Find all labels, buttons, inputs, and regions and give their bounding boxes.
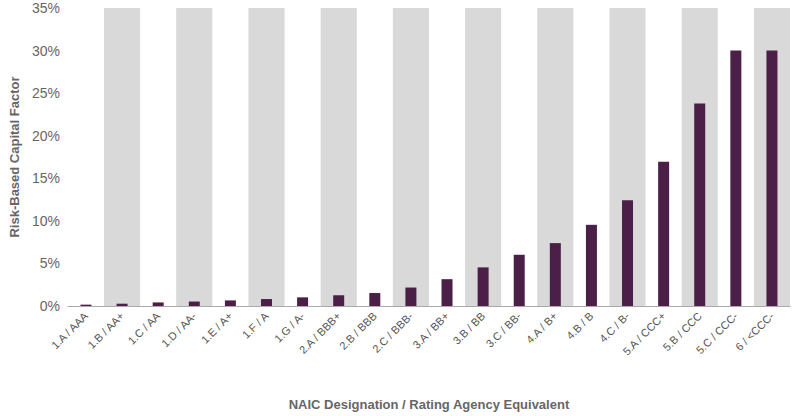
- svg-text:1.G / A-: 1.G / A-: [272, 310, 307, 345]
- svg-text:4.C / B-: 4.C / B-: [597, 310, 632, 345]
- svg-text:1.A / AAA: 1.A / AAA: [49, 309, 91, 351]
- svg-text:35%: 35%: [32, 0, 60, 16]
- svg-text:NAIC Designation / Rating Agen: NAIC Designation / Rating Agency Equival…: [289, 397, 570, 412]
- svg-text:1.D / AA-: 1.D / AA-: [159, 310, 199, 350]
- svg-text:Risk-Based Capital Factor: Risk-Based Capital Factor: [7, 76, 22, 237]
- svg-text:1.F / A: 1.F / A: [240, 309, 271, 340]
- svg-text:15%: 15%: [32, 170, 60, 186]
- svg-text:5.A / CCC+: 5.A / CCC+: [620, 310, 668, 358]
- svg-text:20%: 20%: [32, 128, 60, 144]
- svg-text:2.B / BBB: 2.B / BBB: [336, 309, 379, 352]
- svg-text:4.A / B+: 4.A / B+: [524, 310, 560, 346]
- svg-text:25%: 25%: [32, 85, 60, 101]
- svg-text:1.E / A+: 1.E / A+: [199, 310, 235, 346]
- svg-text:2.C / BBB-: 2.C / BBB-: [370, 310, 415, 355]
- svg-text:2.A / BBB+: 2.A / BBB+: [297, 310, 343, 356]
- svg-text:3.B / BB: 3.B / BB: [450, 310, 487, 347]
- svg-text:3.A / BB+: 3.A / BB+: [410, 310, 451, 351]
- svg-text:3.C / BB-: 3.C / BB-: [483, 310, 523, 350]
- svg-text:1.B / AA+: 1.B / AA+: [85, 310, 126, 351]
- svg-text:10%: 10%: [32, 213, 60, 229]
- svg-text:5.B / CCC: 5.B / CCC: [660, 309, 704, 354]
- svg-text:1.C / AA: 1.C / AA: [125, 309, 162, 346]
- svg-text:5%: 5%: [40, 255, 60, 271]
- svg-text:6 / <CCC-: 6 / <CCC-: [733, 310, 776, 353]
- svg-text:30%: 30%: [32, 43, 60, 59]
- svg-text:0%: 0%: [40, 298, 60, 314]
- svg-text:5.C / CCC-: 5.C / CCC-: [694, 310, 741, 357]
- svg-text:4.B / B: 4.B / B: [564, 310, 596, 342]
